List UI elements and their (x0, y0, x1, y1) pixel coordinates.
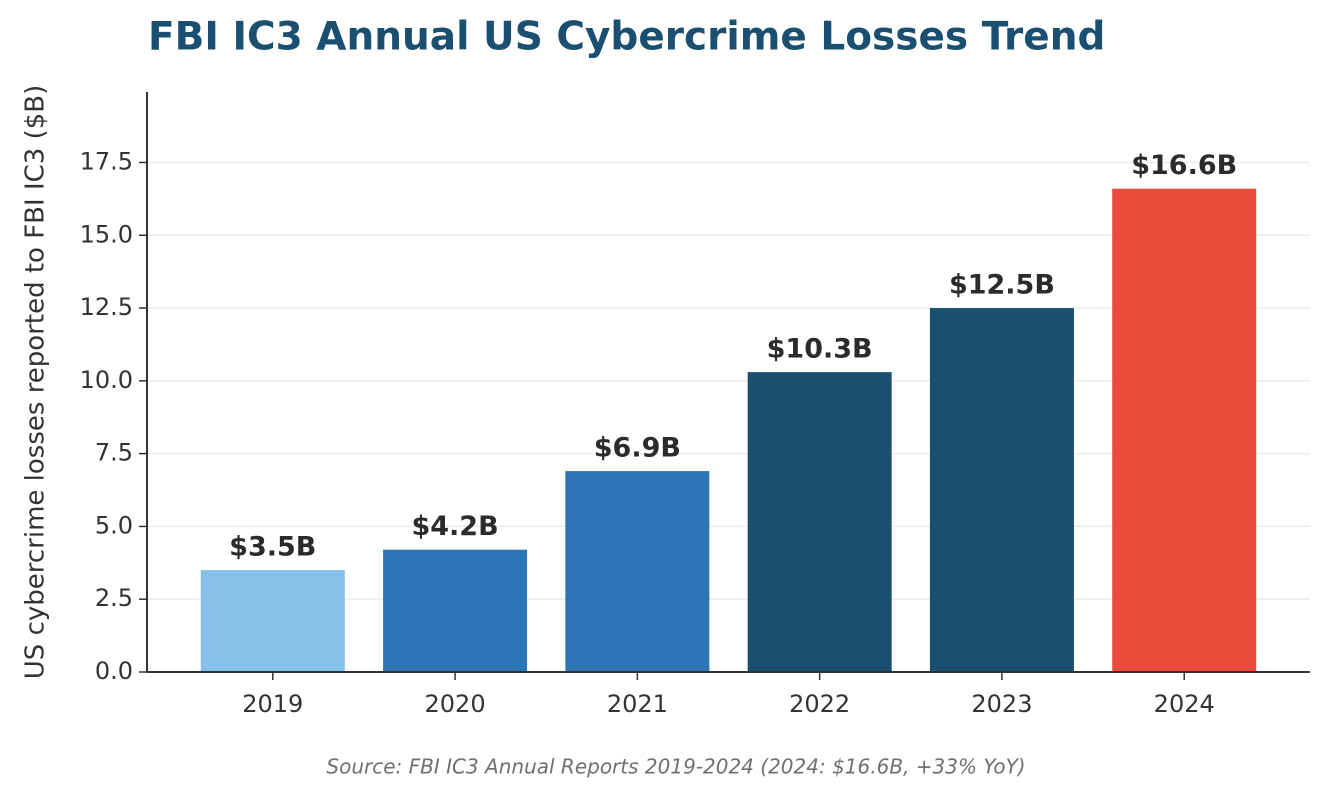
x-tick-label: 2023 (971, 690, 1032, 718)
data-label: $3.5B (229, 532, 316, 563)
bar (383, 549, 528, 672)
chart-title: FBI IC3 Annual US Cybercrime Losses Tren… (148, 15, 1105, 60)
data-label: $16.6B (1131, 150, 1237, 181)
y-axis-label: US cybercrime losses reported to FBI IC3… (21, 85, 51, 679)
y-tick-label: 2.5 (95, 584, 133, 612)
y-tick-label: 5.0 (95, 511, 133, 539)
bar (565, 471, 710, 672)
bar (747, 372, 892, 672)
y-tick-label: 0.0 (95, 657, 133, 685)
x-tick-label: 2020 (425, 690, 486, 718)
y-tick-label: 7.5 (95, 439, 133, 467)
y-tick-label: 12.5 (80, 293, 133, 321)
bar (929, 308, 1074, 672)
x-tick-label: 2019 (242, 690, 303, 718)
data-label: $4.2B (411, 511, 498, 542)
data-label: $12.5B (949, 270, 1055, 301)
bar (1112, 188, 1257, 672)
source-note: Source: FBI IC3 Annual Reports 2019-2024… (326, 755, 1025, 779)
y-tick-label: 17.5 (80, 147, 133, 175)
y-tick-label: 10.0 (80, 366, 133, 394)
x-tick-label: 2024 (1154, 690, 1215, 718)
bar (200, 570, 345, 672)
data-label: $10.3B (767, 334, 873, 365)
x-tick-label: 2022 (789, 690, 850, 718)
x-tick-label: 2021 (607, 690, 668, 718)
data-label: $6.9B (594, 433, 681, 464)
y-tick-label: 15.0 (80, 220, 133, 248)
